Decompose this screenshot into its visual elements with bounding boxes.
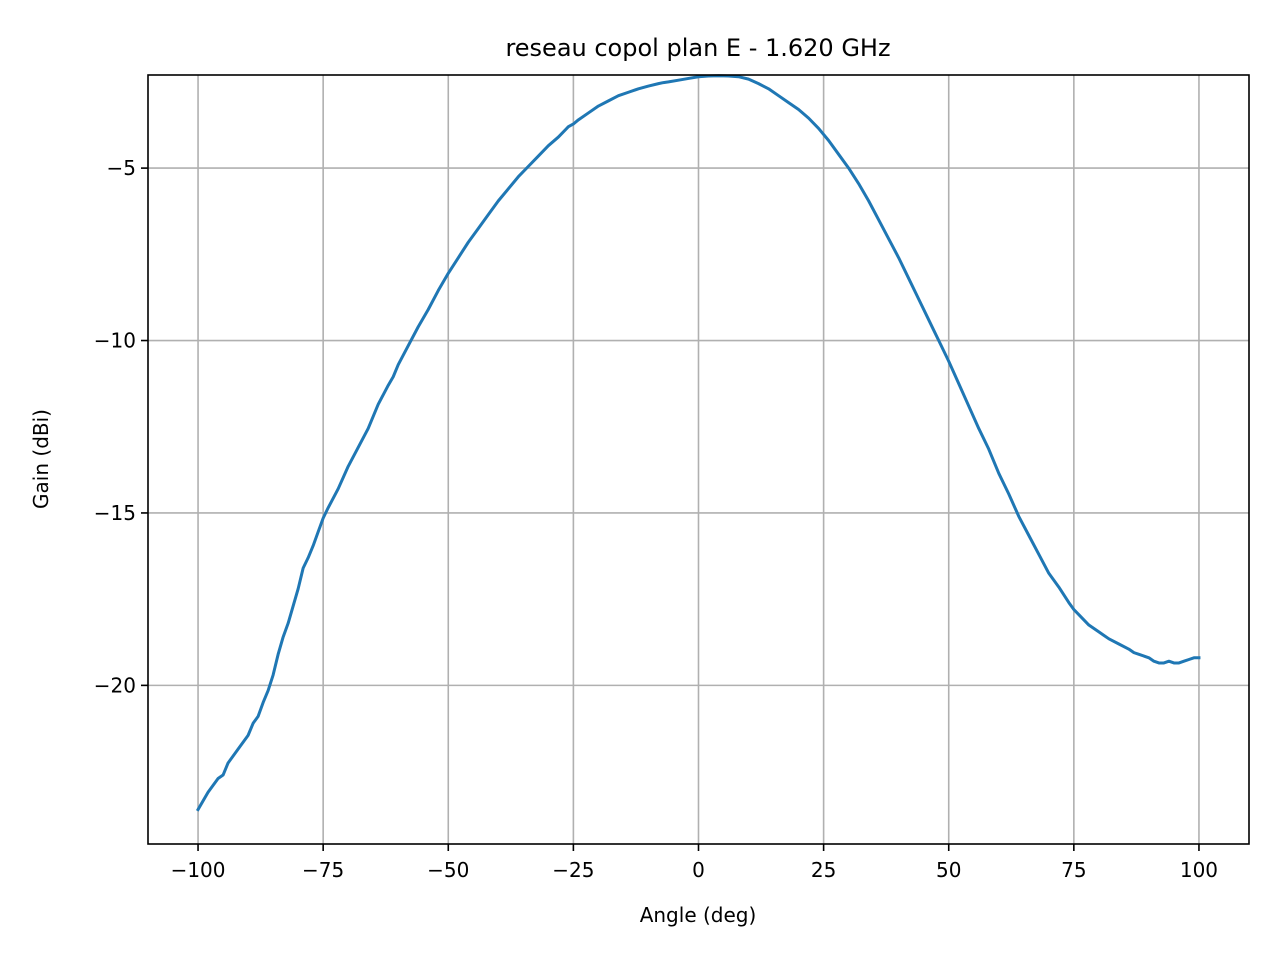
ticks: −100 −75 −50 −25 0 25 50 75 100 −5 −10 −15 −20 (94, 156, 1218, 882)
grid (148, 75, 1249, 844)
plot-lines (195, 74, 1201, 812)
x-tick-label: −25 (552, 858, 594, 882)
y-tick-label: −20 (94, 673, 136, 697)
chart-title: reseau copol plan E - 1.620 GHz (505, 34, 890, 62)
y-tick-label: −15 (94, 501, 136, 525)
x-tick-label: −50 (427, 858, 469, 882)
x-tick-label: 75 (1061, 858, 1086, 882)
x-tick-label: −100 (171, 858, 226, 882)
x-axis-label: Angle (deg) (640, 903, 757, 927)
y-tick-label: −5 (107, 156, 136, 180)
y-axis-label: Gain (dBi) (29, 409, 53, 509)
series-line-0 (195, 74, 1201, 812)
x-tick-label: 50 (936, 858, 961, 882)
x-tick-label: 0 (692, 858, 705, 882)
x-tick-label: −75 (302, 858, 344, 882)
x-tick-label: 25 (811, 858, 836, 882)
x-tick-label: 100 (1180, 858, 1218, 882)
y-tick-label: −10 (94, 329, 136, 353)
